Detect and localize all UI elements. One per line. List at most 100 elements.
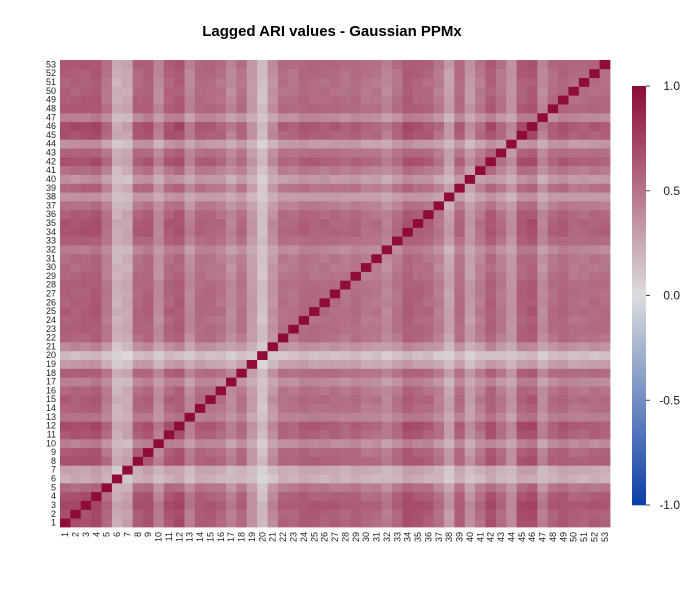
heatmap-cell	[589, 104, 601, 114]
heatmap-cell	[340, 209, 351, 219]
heatmap-cell	[153, 456, 165, 466]
heatmap-cell	[163, 368, 175, 378]
heatmap-cell	[402, 447, 414, 457]
heatmap-cell	[70, 280, 82, 290]
heatmap-cell	[298, 430, 310, 440]
heatmap-cell	[433, 209, 445, 219]
heatmap-cell	[143, 289, 154, 299]
heatmap-cell	[184, 218, 196, 228]
heatmap-cell	[80, 139, 92, 149]
heatmap-cell	[537, 289, 549, 299]
heatmap-cell	[526, 377, 538, 387]
heatmap-cell	[506, 68, 518, 79]
heatmap-cell	[101, 139, 113, 149]
heatmap-cell	[589, 183, 601, 193]
y-tick-label: 8	[51, 456, 56, 466]
heatmap-cell	[298, 227, 310, 237]
heatmap-cell	[329, 456, 341, 466]
y-tick-label: 34	[46, 227, 56, 237]
heatmap-cell	[443, 236, 455, 246]
heatmap-cell	[60, 518, 71, 528]
colorbar-segment	[632, 86, 646, 90]
heatmap-cell	[163, 341, 175, 352]
heatmap-cell	[80, 60, 92, 70]
heatmap-cell	[80, 341, 92, 352]
heatmap-cell	[360, 86, 372, 96]
heatmap-cell	[506, 156, 518, 167]
heatmap-cell	[475, 306, 486, 316]
heatmap-cell	[495, 421, 507, 431]
heatmap-cell	[568, 130, 580, 140]
heatmap-cell	[298, 192, 310, 202]
heatmap-cell	[184, 324, 196, 334]
heatmap-cell	[319, 456, 331, 466]
heatmap-cell	[267, 174, 279, 184]
heatmap-cell	[309, 403, 320, 413]
heatmap-cell	[319, 280, 331, 290]
heatmap-cell	[184, 430, 196, 440]
heatmap-cell	[132, 209, 144, 219]
heatmap-cell	[360, 394, 372, 405]
heatmap-cell	[174, 474, 185, 484]
heatmap-cell	[80, 465, 92, 475]
heatmap-cell	[91, 350, 102, 360]
heatmap-cell	[516, 315, 528, 325]
heatmap-cell	[174, 183, 185, 193]
heatmap-cell	[329, 386, 341, 396]
heatmap-cell	[475, 333, 486, 343]
heatmap-cell	[350, 412, 362, 422]
heatmap-cell	[132, 333, 144, 343]
heatmap-cell	[340, 77, 351, 87]
heatmap-cell	[350, 148, 362, 158]
heatmap-cell	[184, 377, 196, 387]
heatmap-cell	[506, 447, 518, 457]
heatmap-cell	[60, 200, 71, 211]
heatmap-cell	[537, 121, 549, 131]
heatmap-cell	[236, 359, 248, 369]
heatmap-cell	[111, 95, 123, 105]
heatmap-cell	[329, 447, 341, 457]
colorbar-segment	[632, 232, 646, 237]
heatmap-cell	[350, 386, 362, 396]
colorbar-segment	[632, 354, 646, 359]
heatmap-cell	[143, 368, 154, 378]
heatmap-cell	[236, 447, 248, 457]
heatmap-cell	[360, 218, 372, 228]
heatmap-cell	[423, 465, 434, 475]
heatmap-cell	[371, 148, 383, 158]
colorbar-segment	[632, 113, 646, 118]
heatmap-cell	[495, 368, 507, 378]
heatmap-cell	[143, 333, 154, 343]
heatmap-cell	[60, 474, 71, 484]
heatmap-cell	[381, 386, 393, 396]
heatmap-cell	[340, 104, 351, 114]
heatmap-cell	[60, 465, 71, 475]
heatmap-cell	[547, 218, 559, 228]
heatmap-cell	[319, 121, 331, 131]
heatmap-cell	[485, 509, 497, 519]
heatmap-cell	[298, 500, 310, 510]
heatmap-cell	[485, 192, 497, 202]
heatmap-cell	[392, 518, 403, 528]
heatmap-cell	[91, 289, 102, 299]
heatmap-cell	[153, 491, 165, 501]
heatmap-cell	[205, 491, 217, 501]
heatmap-cell	[412, 236, 424, 246]
heatmap-cell	[226, 474, 237, 484]
heatmap-cell	[194, 104, 206, 114]
heatmap-cell	[329, 200, 341, 211]
heatmap-cell	[464, 394, 476, 405]
heatmap-cell	[288, 412, 300, 422]
heatmap-cell	[568, 253, 580, 264]
heatmap-cell	[226, 95, 237, 105]
heatmap-cell	[143, 112, 154, 123]
heatmap-cell	[122, 315, 134, 325]
heatmap-cell	[558, 68, 569, 79]
heatmap-cell	[236, 165, 248, 175]
heatmap-cell	[371, 456, 383, 466]
x-tick-label: 18	[237, 532, 247, 542]
heatmap-cell	[371, 482, 383, 493]
heatmap-cell	[329, 509, 341, 519]
heatmap-cell	[143, 95, 154, 105]
